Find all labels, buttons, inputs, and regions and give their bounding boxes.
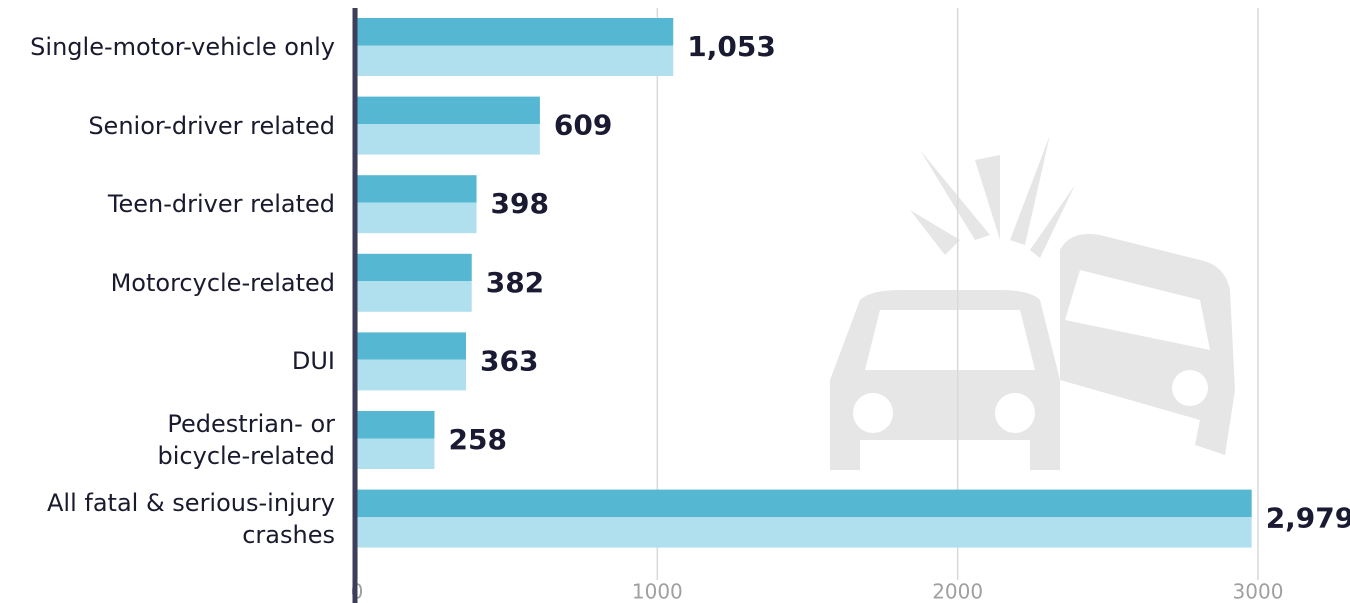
y-tick-label: DUI bbox=[0, 345, 335, 377]
value-label: 1,053 bbox=[687, 30, 776, 63]
value-label: 363 bbox=[480, 344, 538, 377]
y-tick-label: Teen-driver related bbox=[0, 188, 335, 220]
y-tick-label: Senior-driver related bbox=[0, 110, 335, 142]
value-label: 2,979 bbox=[1266, 502, 1350, 535]
bar bbox=[357, 175, 477, 233]
y-tick-label: Pedestrian- or bicycle-related bbox=[0, 408, 335, 472]
value-label: 258 bbox=[448, 423, 506, 456]
bar bbox=[357, 490, 1252, 548]
bar bbox=[357, 18, 673, 76]
bar bbox=[357, 411, 434, 469]
chart: 01000200030001,0536093983823632582,979 S… bbox=[0, 0, 1350, 603]
value-label: 382 bbox=[486, 266, 544, 299]
y-tick-label: All fatal & serious-injury crashes bbox=[0, 487, 335, 551]
bar bbox=[357, 254, 472, 312]
bar bbox=[357, 97, 540, 155]
bar bbox=[357, 332, 466, 390]
value-label: 609 bbox=[554, 109, 612, 142]
x-tick-label: 1000 bbox=[632, 580, 683, 603]
y-tick-label: Motorcycle-related bbox=[0, 267, 335, 299]
x-tick-label: 2000 bbox=[932, 580, 983, 603]
x-tick-label: 3000 bbox=[1233, 580, 1284, 603]
value-label: 398 bbox=[491, 187, 549, 220]
y-tick-label: Single-motor-vehicle only bbox=[0, 31, 335, 63]
